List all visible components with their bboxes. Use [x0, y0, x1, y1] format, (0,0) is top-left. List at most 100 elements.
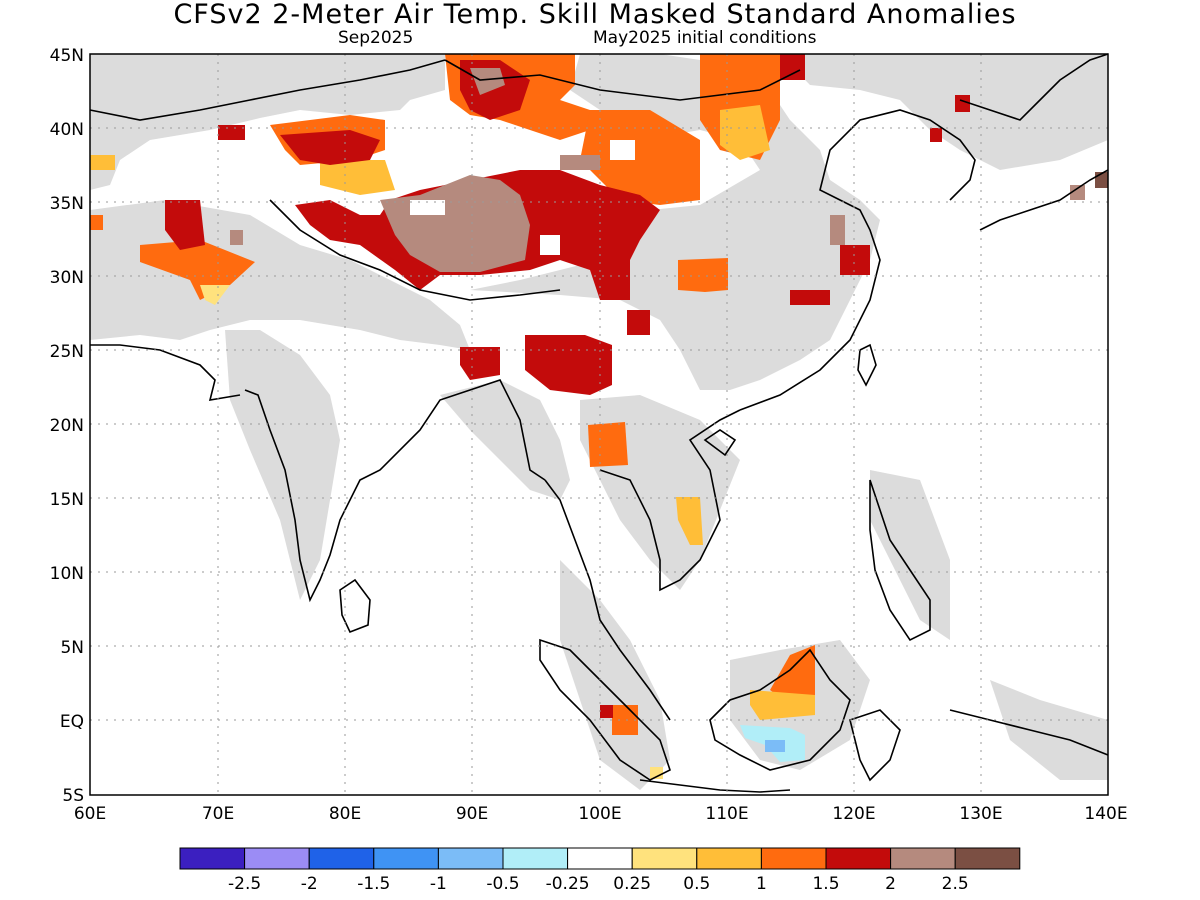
anomaly-region	[765, 740, 785, 752]
anomaly-region	[676, 497, 703, 545]
coastline-hainan	[703, 429, 737, 457]
lat-label: 30N	[50, 268, 84, 288]
grid-lines	[90, 54, 1108, 795]
borders-central-asia	[89, 59, 446, 121]
legend-swatch	[696, 847, 762, 870]
coastline-sri-lanka	[339, 578, 371, 634]
anomaly-region	[780, 54, 805, 80]
mask-region	[780, 54, 1108, 170]
anomaly-region	[218, 125, 245, 140]
lat-label: 5N	[60, 638, 84, 658]
anomaly-region	[790, 290, 830, 305]
lon-label: 60E	[74, 804, 106, 824]
coastline-china	[739, 109, 976, 411]
lon-label: 130E	[959, 804, 1002, 824]
legend-swatch	[760, 847, 827, 870]
anomaly-region	[588, 422, 628, 467]
anomaly-region	[770, 645, 815, 705]
anomaly-region	[720, 105, 770, 160]
legend-label: 0.5	[683, 874, 710, 894]
anomaly-region	[200, 285, 230, 305]
anomaly-region	[580, 110, 700, 205]
anomaly-region	[165, 200, 205, 250]
borders-himalaya	[269, 199, 561, 301]
anomaly-region	[410, 200, 445, 215]
latitude-labels: 45N 40N 35N 30N 25N 20N 15N 10N 5N EQ 5S	[50, 46, 84, 806]
coastline-java	[639, 779, 791, 793]
coastline-borneo	[709, 648, 851, 771]
lat-label: 15N	[50, 490, 84, 510]
legend-swatch	[890, 847, 956, 870]
anomaly-region	[280, 130, 380, 165]
legend-label: -1	[430, 874, 447, 894]
initial-conditions: May2025 initial conditions	[593, 28, 817, 48]
lat-label: 25N	[50, 342, 84, 362]
mask-region	[90, 54, 445, 190]
anomaly-region	[750, 690, 815, 720]
legend-label: -0.5	[486, 874, 519, 894]
anomaly-shading	[90, 54, 1108, 790]
anomaly-region	[320, 160, 395, 195]
anomaly-region	[1070, 185, 1085, 200]
anomaly-region	[955, 95, 970, 112]
lat-label: EQ	[60, 712, 84, 732]
legend-swatch	[437, 847, 504, 870]
coastline-sumatra	[539, 638, 671, 781]
coastline-new-guinea	[949, 709, 1109, 756]
anomaly-region	[840, 245, 870, 275]
legend-label: -2.5	[228, 874, 261, 894]
lat-label: 35N	[50, 194, 84, 214]
mask-region	[440, 380, 570, 500]
mask-region	[990, 680, 1108, 780]
anomaly-region	[470, 68, 505, 95]
lon-label: 90E	[456, 804, 488, 824]
anomaly-region	[460, 347, 500, 380]
mask-region	[560, 560, 670, 790]
legend-label: -1.5	[357, 874, 390, 894]
anomaly-region	[90, 155, 115, 170]
longitude-labels: 60E 70E 80E 90E 100E 110E 120E 130E 140E	[74, 804, 1128, 824]
anomaly-region	[610, 140, 635, 160]
borders-mongolia	[444, 59, 801, 101]
lon-label: 70E	[202, 804, 234, 824]
coastline-taiwan	[857, 343, 877, 387]
coastline-korea-sea	[959, 53, 1109, 121]
anomaly-region	[678, 258, 728, 292]
coastline-arabia	[90, 344, 241, 401]
lon-label: 120E	[832, 804, 875, 824]
legend-swatch	[179, 847, 246, 870]
legend-swatch	[567, 847, 633, 870]
map-frame	[89, 53, 1109, 796]
lon-label: 140E	[1084, 804, 1127, 824]
mask-region	[870, 470, 950, 640]
coastline-sulawesi	[849, 709, 901, 782]
color-legend: -2.5 -2 -1.5 -1 -0.5 -0.25 0.25 0.5 1 1.5 2 2.5	[179, 847, 1021, 894]
anomaly-region	[230, 230, 243, 245]
anomaly-region	[600, 705, 613, 718]
legend-swatch	[373, 847, 439, 870]
legend-swatch	[308, 847, 375, 870]
forecast-month: Sep2025	[338, 28, 414, 48]
anomaly-region	[830, 215, 845, 245]
coastline-japan	[979, 169, 1109, 231]
mask-region	[470, 54, 880, 390]
anomaly-region	[627, 310, 650, 335]
legend-swatch	[631, 847, 698, 870]
legend-label: 1	[756, 874, 767, 894]
lat-label: 5S	[62, 786, 84, 806]
legend-label: 1.5	[812, 874, 839, 894]
legend-label: -2	[301, 874, 318, 894]
anomaly-region	[560, 155, 600, 170]
lon-label: 110E	[705, 804, 748, 824]
coastline-indochina	[599, 409, 741, 592]
anomaly-region	[540, 235, 560, 255]
anomaly-region	[380, 175, 530, 272]
legend-swatch	[825, 847, 892, 870]
coastlines	[89, 53, 1109, 793]
lat-label: 45N	[50, 46, 84, 66]
legend-label: 0.25	[613, 874, 651, 894]
legend-swatch	[244, 847, 310, 870]
lon-label: 80E	[329, 804, 361, 824]
map-title: CFSv2 2-Meter Air Temp. Skill Masked Sta…	[173, 0, 1017, 30]
